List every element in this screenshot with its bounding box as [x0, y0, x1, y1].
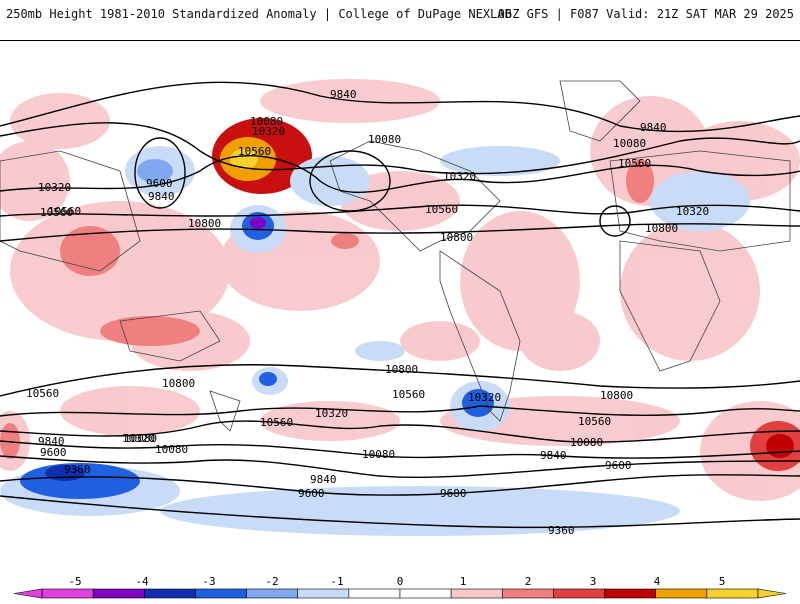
contour-label: 9840	[310, 473, 337, 486]
colorbar-min-arrow	[13, 588, 43, 599]
contour-label: 10800	[162, 377, 195, 390]
colorbar-swatch	[246, 588, 299, 599]
colorbar-legend: -5 -4 -3 -2 -1 0 1 2 3 4 5	[0, 562, 800, 600]
contour-label: 9600	[146, 177, 173, 190]
contour-label: 9840	[38, 435, 65, 448]
colorbar-tick: 1	[460, 575, 467, 588]
contour-label: 10320	[443, 170, 476, 183]
contour-label: 10560	[392, 388, 425, 401]
colorbar-svg: -5 -4 -3 -2 -1 0 1 2 3 4 5	[13, 575, 787, 599]
contour-label: 10560	[48, 205, 81, 218]
colorbar-tick: -1	[330, 575, 343, 588]
contour-label: 10320	[38, 181, 71, 194]
height-contours	[0, 81, 800, 529]
contour-label: 9360	[548, 524, 575, 537]
contour-label: 9600	[40, 446, 67, 459]
contour-label: 9600	[605, 459, 632, 472]
contour-label: 9840	[148, 190, 175, 203]
contour-label: 10560	[40, 206, 73, 219]
contour-label: 10080	[124, 432, 157, 445]
colorbar-swatch	[41, 588, 94, 599]
colorbar-tick: -5	[68, 575, 81, 588]
contour-label: 10080	[155, 443, 188, 456]
colorbar-swatch	[553, 588, 605, 599]
colorbar-tick: 4	[654, 575, 661, 588]
contour-label: 10560	[578, 415, 611, 428]
colorbar-tick: 0	[397, 575, 404, 588]
contour-label: 10080	[613, 137, 646, 150]
colorbar-tick: -4	[135, 575, 149, 588]
contour-label: 9840	[330, 88, 357, 101]
contour-label: 9360	[64, 463, 91, 476]
contour-label: 10320	[252, 125, 285, 138]
contour-label: 10320	[122, 432, 155, 445]
colorbar-swatch	[655, 588, 708, 599]
contour-label: 10800	[600, 389, 633, 402]
coastlines	[0, 80, 791, 432]
contour-label: 10800	[645, 222, 678, 235]
contour-label: 9600	[298, 487, 325, 500]
colorbar-swatch	[348, 588, 401, 599]
contour-label: 10560	[260, 416, 293, 429]
contour-label: 9840	[540, 449, 567, 462]
contour-label: 10080	[362, 448, 395, 461]
colorbar-tick: -2	[265, 575, 278, 588]
colorbar-swatch	[297, 588, 350, 599]
contour-label: 10080	[250, 115, 283, 128]
colorbar-tick: 2	[525, 575, 532, 588]
colorbar-swatch	[604, 588, 657, 599]
contour-label: 10800	[385, 363, 418, 376]
contour-label: 10080	[368, 133, 401, 146]
contour-label: 9840	[640, 121, 667, 134]
colorbar-swatch	[143, 588, 196, 599]
contour-labels: 9840 10080 10320 10560 9600 10560 10320 …	[26, 88, 709, 537]
anomaly-map: 9840 10080 10320 10560 9600 10560 10320 …	[0, 40, 800, 559]
colorbar-swatch	[450, 588, 503, 599]
colorbar-swatch	[399, 588, 452, 599]
contour-label: 10560	[238, 145, 271, 158]
contour-label: 10800	[440, 231, 473, 244]
map-title: 250mb Height 1981-2010 Standardized Anom…	[6, 7, 512, 21]
contour-label: 10560	[425, 203, 458, 216]
contour-label: 10320	[315, 407, 348, 420]
map-canvas: 9840 10080 10320 10560 9600 10560 10320 …	[0, 41, 800, 559]
contour-label: 9600	[440, 487, 467, 500]
contour-label: 10320	[676, 205, 709, 218]
colorbar-ticks: -5 -4 -3 -2 -1 0 1 2 3 4 5	[68, 575, 725, 588]
colorbar-tick: 5	[719, 575, 726, 588]
colorbar-max-arrow	[757, 588, 787, 599]
colorbar-swatches	[13, 588, 787, 599]
colorbar-swatch	[706, 588, 759, 599]
model-valid-time: 06Z GFS | F087 Valid: 21Z SAT MAR 29 202…	[497, 7, 794, 21]
contour-label: 10560	[26, 387, 59, 400]
contour-label: 10560	[618, 157, 651, 170]
colorbar-swatch	[92, 588, 145, 599]
colorbar-swatch	[195, 588, 247, 599]
contour-label: 10800	[188, 217, 221, 230]
colorbar-swatch	[501, 588, 554, 599]
contour-label: 10320	[468, 391, 501, 404]
colorbar-tick: -3	[202, 575, 215, 588]
colorbar-tick: 3	[590, 575, 597, 588]
contour-label: 10080	[570, 436, 603, 449]
header-bar: 250mb Height 1981-2010 Standardized Anom…	[0, 0, 800, 36]
